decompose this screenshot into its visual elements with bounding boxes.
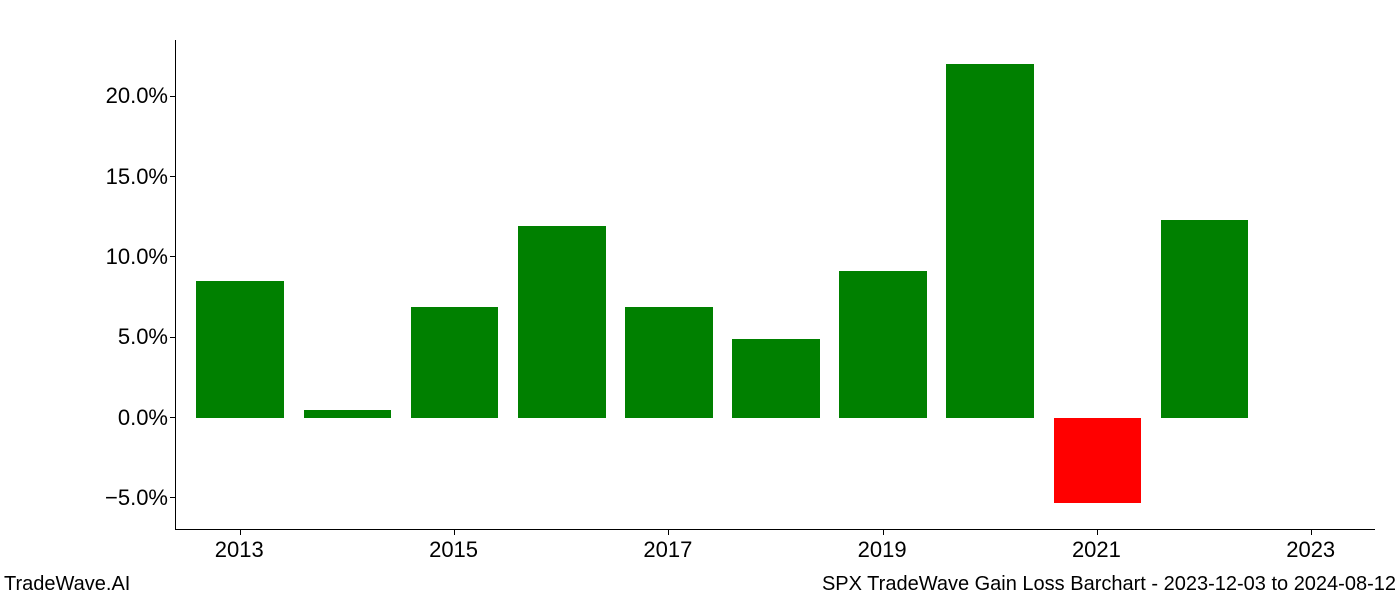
x-tick [1311,529,1312,535]
x-tick [454,529,455,535]
chart-container: −5.0% 0.0% 5.0% 10.0% 15.0% 20.0% 2013 2015 201… [0,0,1400,600]
y-tick [170,497,176,498]
bar-2015 [411,307,499,418]
x-tick [1097,529,1098,535]
x-axis-label: 2017 [643,537,692,563]
x-axis-label: 2023 [1286,537,1335,563]
bar-2020 [946,64,1034,417]
y-tick [170,256,176,257]
x-axis-label: 2015 [429,537,478,563]
y-axis-label: 10.0% [106,244,168,270]
x-tick [668,529,669,535]
bar-2014 [304,410,392,418]
plot-area [175,40,1375,530]
y-tick [170,337,176,338]
x-axis-label: 2013 [215,537,264,563]
y-tick [170,96,176,97]
bar-2022 [1161,220,1249,418]
bar-2017 [625,307,713,418]
bar-2019 [839,271,927,417]
y-axis-label: 5.0% [118,324,168,350]
y-axis-label: 0.0% [118,405,168,431]
footer-right-text: SPX TradeWave Gain Loss Barchart - 2023-… [822,573,1396,596]
bar-2021 [1054,418,1142,503]
bar-2018 [732,339,820,418]
bars-layer [176,40,1375,529]
y-tick [170,417,176,418]
x-tick [883,529,884,535]
x-axis-label: 2019 [858,537,907,563]
y-axis-label: 20.0% [106,83,168,109]
footer-left-text: TradeWave.AI [4,573,130,596]
x-tick [240,529,241,535]
bar-2013 [196,281,284,418]
bar-2016 [518,226,606,417]
x-axis-label: 2021 [1072,537,1121,563]
y-axis-label: 15.0% [106,164,168,190]
y-tick [170,176,176,177]
y-axis-label: −5.0% [105,485,168,511]
